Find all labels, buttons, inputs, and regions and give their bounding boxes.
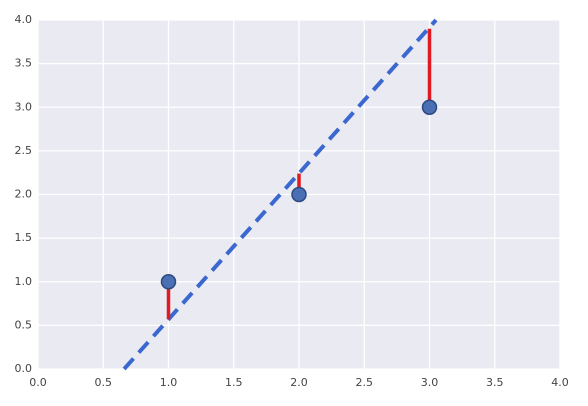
y-tick-label: 1.0	[15, 275, 33, 288]
x-tick-label: 0.5	[95, 376, 113, 389]
y-tick-label: 4.0	[15, 13, 33, 26]
y-tick-label: 0.5	[15, 318, 33, 331]
y-tick-label: 2.5	[15, 144, 33, 157]
point	[291, 186, 307, 203]
fit-line	[122, 18, 438, 371]
y-tick-label: 0.0	[15, 362, 33, 375]
x-tick-label: 3.5	[486, 376, 504, 389]
x-tick-label: 2.0	[290, 376, 308, 389]
x-tick-label: 1.5	[225, 376, 243, 389]
point	[421, 99, 438, 115]
y-tick-label: 2.0	[15, 188, 33, 201]
y-tick-label: 3.0	[15, 100, 33, 113]
x-tick-label: 1.0	[160, 376, 178, 389]
x-tick-label: 2.5	[356, 376, 374, 389]
y-tick-label: 1.5	[15, 231, 33, 244]
x-tick-label: 3.0	[421, 376, 439, 389]
point	[160, 274, 177, 290]
y-tick-label: 3.5	[15, 57, 33, 70]
x-tick-label: 4.0	[551, 376, 569, 389]
x-tick-label: 0.0	[29, 376, 47, 389]
